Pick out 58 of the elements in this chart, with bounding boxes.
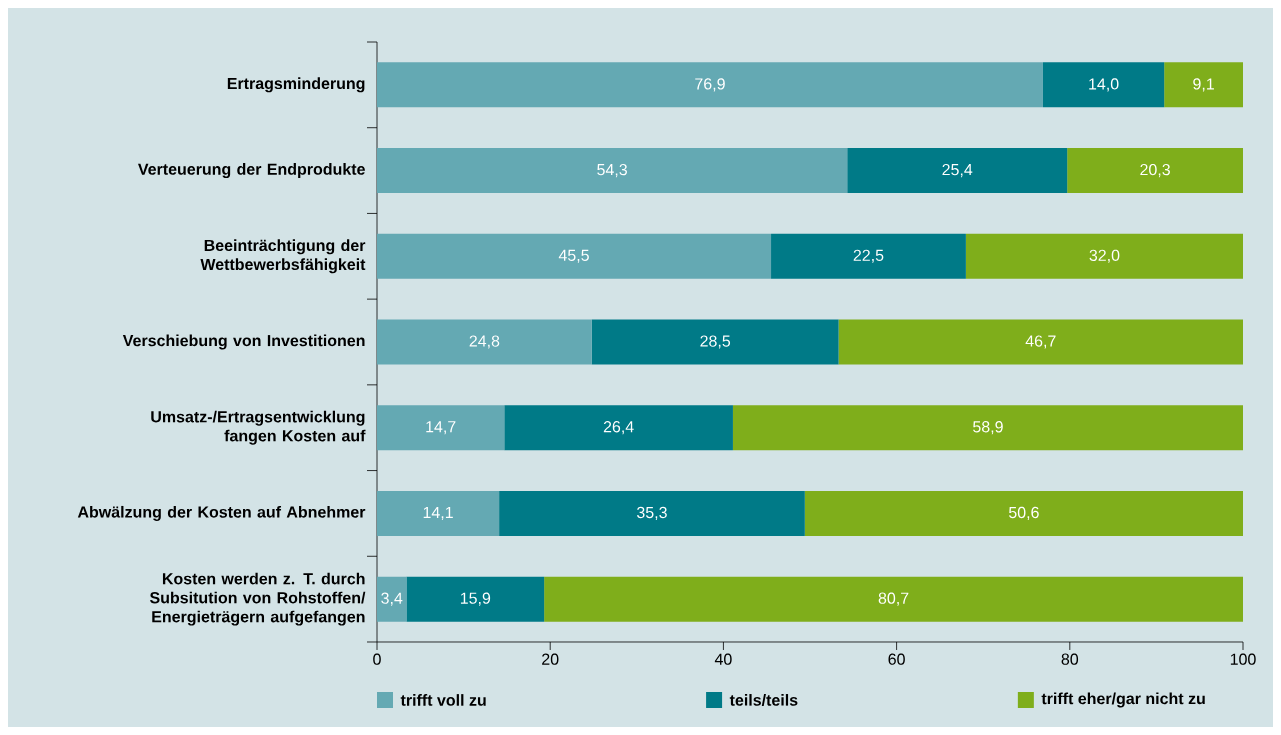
bar [377,490,500,536]
x-tick-label: 0 [373,653,381,665]
x-tick-label: 60 [888,653,905,665]
y-tick-label: Kosten werden z. T. durch Subsitution von Rohstoffen/ Energieträgern aufgefangen [149,572,366,626]
data-label: 14,1 [423,506,453,520]
data-label: 26,4 [603,421,634,435]
x-tick-label: 20 [542,653,559,665]
data-label: 15,9 [460,592,491,606]
bar [965,233,1243,279]
bar [504,405,733,451]
bar [377,319,592,365]
bar [377,233,772,279]
data-label: 9,1 [1193,78,1214,92]
data-label: 20,3 [1140,163,1170,178]
bar [1042,62,1165,108]
x-tick-label: 40 [714,653,732,665]
bar [804,490,1243,536]
data-label: 32,0 [1089,249,1120,263]
legend-label: trifft voll zu [400,694,486,706]
y-tick-label: Beeinträchtigung der Wettbewerbsfähigkeit [200,239,366,274]
data-label: 46,7 [1025,335,1056,349]
data-label: 54,3 [597,163,627,178]
bar [377,576,407,622]
y-tick-label: Verteuerung der Endprodukte [138,163,365,179]
y-tick-label: Ertragsminderung [227,77,365,93]
bar [1164,62,1243,108]
bar [377,405,505,451]
data-label: 50,6 [1008,506,1039,521]
bar [377,148,848,194]
bar [732,405,1243,451]
bar [838,319,1243,365]
x-tick-label: 100 [1230,653,1256,665]
bar [771,233,966,279]
bar [406,576,545,622]
data-label: 14,7 [426,421,456,435]
data-label: 35,3 [637,506,667,521]
data-label: 45,5 [558,249,589,263]
legend-label: teils/teils [729,694,798,706]
y-tick-label: Umsatz-/Ertragsentwicklung fangen Kosten auf [151,410,366,445]
data-label: 80,7 [878,592,909,606]
bar [499,490,805,536]
bar [377,62,1043,108]
x-tick-label: 80 [1061,653,1079,665]
data-label: 24,8 [469,335,500,349]
data-label: 28,5 [700,335,731,349]
data-label: 25,4 [942,163,973,178]
y-tick-label: Verschiebung von Investitionen [122,334,365,350]
bar [1067,148,1243,194]
data-label: 14,0 [1089,78,1119,92]
bar [847,148,1068,194]
bar [544,576,1243,622]
data-label: 3,4 [381,592,403,606]
y-tick-label: Abwälzung der Kosten auf Abnehmer [77,505,366,521]
data-label: 22,5 [853,249,884,263]
data-label: 58,9 [973,421,1003,435]
bar [591,319,839,365]
data-label: 76,9 [695,78,725,92]
legend-label: trifft eher/gar nicht zu [1041,692,1205,708]
